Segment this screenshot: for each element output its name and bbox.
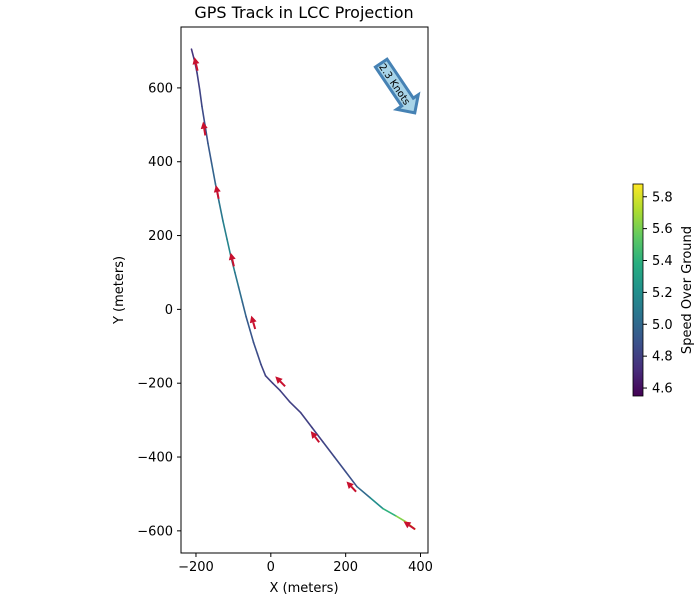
colorbar-tick-label: 5.2 [652,286,673,301]
track-segment [210,162,217,185]
track-segment [222,219,228,241]
direction-arrow-shaft [279,380,286,388]
track-segment [218,201,224,222]
track-segment [271,382,281,392]
direction-arrow [228,252,236,267]
direction-arrow-shaft [203,128,207,136]
direction-arrows [192,57,416,531]
direction-arrow [249,315,257,330]
x-tick-label: 200 [333,560,358,575]
track-segment [241,301,247,318]
track-segment [382,507,397,517]
y-axis-ticks: −600 −400 −200 0 200 400 600 [137,81,181,539]
annotation-arrow-shape [373,57,421,115]
track-segment [237,286,244,303]
y-tick-label: 400 [148,155,173,170]
track-segment [201,105,206,126]
direction-arrow-head [310,431,318,439]
track-segment [369,496,384,510]
direction-arrow-shaft [252,322,257,330]
colorbar-tick-label: 4.6 [652,382,673,397]
direction-arrow [200,121,208,136]
x-axis-ticks: −200 0 200 400 [178,553,433,575]
track-segment [299,411,313,429]
colorbar: 4.6 4.8 5.0 5.2 5.4 5.6 5.8 Speed Over Ground [632,183,695,397]
direction-arrow-shaft [216,191,220,200]
x-tick-label: 400 [408,560,433,575]
y-tick-label: −400 [137,451,173,466]
y-tick-label: 200 [148,229,173,244]
direction-arrow-head [249,315,257,324]
y-tick-label: 600 [148,81,173,96]
direction-arrow-shaft [350,485,357,493]
direction-arrow-head [228,252,236,261]
track-segment [356,485,371,499]
track-segment [252,341,259,355]
colorbar-ticks: 4.6 4.8 5.0 5.2 5.4 5.6 5.8 [643,190,673,397]
track-segment [288,400,302,414]
colorbar-tick-label: 4.8 [652,350,673,365]
track-segment [264,375,274,385]
track-segment [198,88,203,108]
track-segment [395,515,407,523]
y-tick-label: 0 [165,303,173,318]
colorbar-tick-label: 5.4 [652,254,673,269]
chart-title: GPS Track in LCC Projection [194,3,413,22]
colorbar-label: Speed Over Ground [680,226,695,354]
direction-arrow-head [403,521,412,529]
y-tick-label: −600 [137,524,173,539]
track-segment [256,352,262,366]
track-segment [344,470,358,488]
direction-arrow [403,521,416,531]
x-tick-label: −200 [178,560,214,575]
x-tick-label: 0 [267,560,275,575]
track-segment [234,271,240,289]
colorbar-tick-label: 5.0 [652,318,673,333]
direction-arrow [192,57,200,71]
track-segment [311,426,325,444]
direction-arrow-head [200,121,208,130]
direction-arrow-head [192,57,200,65]
track-segment [249,328,255,344]
track-segment [322,441,336,458]
colorbar-gradient [632,183,644,397]
track-segment [207,142,213,165]
track-segment [260,363,267,377]
direction-arrow [310,431,321,443]
direction-arrow-head [275,376,283,384]
direction-arrow-head [346,481,354,489]
direction-arrow-head [213,185,221,193]
direction-arrow [213,185,221,200]
direction-arrow-shaft [314,436,321,443]
x-axis-label: X (meters) [269,581,338,596]
direction-arrow-shaft [194,63,199,71]
track-segment [196,72,201,91]
direction-arrow [346,481,357,493]
colorbar-tick-label: 5.8 [652,190,673,205]
y-axis-label: Y (meters) [112,256,127,325]
direction-arrow-shaft [231,259,235,267]
y-tick-label: −200 [137,377,173,392]
track-segment [333,456,347,473]
axes-frame [180,26,429,554]
direction-arrow [275,376,286,388]
track-segment [279,389,291,403]
colorbar-tick-label: 5.6 [652,222,673,237]
track-segment [245,315,251,331]
plot-area: 2.3 Knots [180,26,429,554]
direction-arrow-shaft [408,524,416,531]
